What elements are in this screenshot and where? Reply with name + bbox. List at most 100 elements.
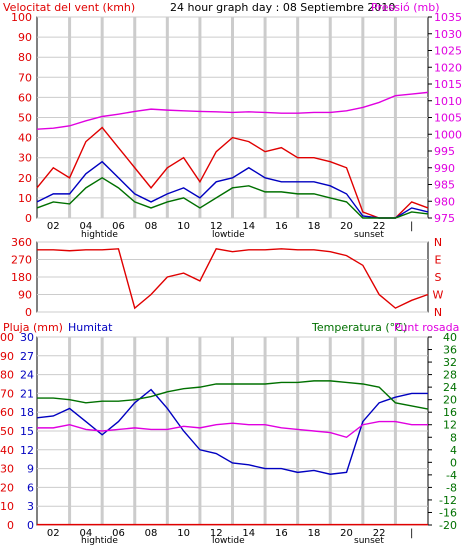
temp-y-tick-label: -12 <box>439 494 457 507</box>
hightide-label-bottom: hightide <box>81 536 118 546</box>
humidity-title: Humitat <box>68 321 113 334</box>
lower-series-humidity <box>36 388 428 475</box>
pressure-y-tick-label: 975 <box>434 212 455 225</box>
wind-y-tick-label: 60 <box>18 91 32 104</box>
humidity-y-tick-label: 20 <box>0 481 14 494</box>
temp-y-tick-label: -16 <box>439 506 457 519</box>
wind-series-min <box>36 176 429 219</box>
lower-series-dew <box>37 420 428 439</box>
rain-y-tick-label: 24 <box>20 369 34 382</box>
temp-y-tick-label: 28 <box>443 369 457 382</box>
lower-x-tick-label: 20 <box>340 528 353 539</box>
dir-y-tick-label: 0 <box>25 306 32 319</box>
pressure-y-tick-label: 1000 <box>434 128 462 141</box>
humidity-y-tick-label: 90 <box>0 350 14 363</box>
wind-series-gust <box>36 126 429 219</box>
rain-y-tick-label: 6 <box>27 481 34 494</box>
lower-x-tick-label: 22 <box>373 528 386 539</box>
temp-y-tick-label: 4 <box>450 444 457 457</box>
wind-y-tick-label: 0 <box>25 212 32 225</box>
rain-y-tick-label: 3 <box>27 500 34 513</box>
sunset-label-bottom: sunset <box>354 536 384 546</box>
temp-y-tick-label: 16 <box>443 406 457 419</box>
wind-x-tick-label: 02 <box>47 221 60 232</box>
lower-x-tick-label: 04 <box>80 528 93 539</box>
wind-y-tick-label: 50 <box>18 112 32 125</box>
lower-x-tick-label: 06 <box>112 528 125 539</box>
lower-x-tick-label: 12 <box>210 528 223 539</box>
lower-x-tick-label: 08 <box>145 528 158 539</box>
temp-y-tick-label: 0 <box>450 456 457 469</box>
temp-y-tick-label: 8 <box>450 431 457 444</box>
rain-title: Pluja (mm) <box>3 321 63 334</box>
compass-label: S <box>435 271 442 284</box>
center-title: 24 hour graph day : 08 Septiembre 2010 <box>170 1 395 14</box>
compass-label: N <box>434 236 442 249</box>
rain-y-tick-label: 0 <box>27 519 34 532</box>
wind-x-tick-label: 20 <box>340 221 353 232</box>
hightide-label-top: hightide <box>81 230 118 240</box>
pressure-y-tick-label: 1030 <box>434 28 462 41</box>
temp-y-tick-label: -4 <box>446 469 457 482</box>
compass-label: W <box>433 289 444 302</box>
pressure-y-tick-label: 980 <box>434 195 455 208</box>
wind-x-tick-label: 04 <box>80 221 93 232</box>
pressure-title: Pressió (mb) <box>371 1 440 14</box>
compass-label: N <box>434 306 442 319</box>
dew-title: Punt rosada <box>394 321 459 334</box>
pressure-y-tick-label: 1005 <box>434 112 462 125</box>
lowtide-label-bottom: lowtide <box>212 536 245 546</box>
wind-x-tick-label: 18 <box>308 221 321 232</box>
humidity-y-tick-label: 50 <box>0 425 14 438</box>
rain-y-tick-label: 21 <box>20 387 34 400</box>
temp-y-tick-label: 24 <box>443 381 457 394</box>
wind-x-tick-label: 12 <box>210 221 223 232</box>
temp-y-tick-label: -8 <box>446 481 457 494</box>
wind-x-tick-label: 10 <box>177 221 190 232</box>
rain-y-tick-label: 30 <box>20 331 34 344</box>
wind-title: Velocitat del vent (kmh) <box>3 1 135 14</box>
humidity-y-tick-label: 80 <box>0 369 14 382</box>
humidity-y-tick-label: 60 <box>0 406 14 419</box>
wind-y-tick-label: 80 <box>18 51 32 64</box>
wind-x-tick-label: 08 <box>145 221 158 232</box>
temp-y-tick-label: -20 <box>439 519 457 532</box>
dir-y-tick-label: 180 <box>11 271 32 284</box>
humidity-y-tick-label: 100 <box>0 331 14 344</box>
sunset-label-top: sunset <box>354 230 384 240</box>
lower-x-tick-label: 14 <box>242 528 255 539</box>
rain-y-tick-label: 12 <box>20 444 34 457</box>
lower-x-tick-label: 16 <box>275 528 288 539</box>
wind-y-tick-label: 30 <box>18 152 32 165</box>
lower-series-temperature <box>37 380 429 410</box>
temp-title: Temperatura (°C) <box>311 321 407 334</box>
lower-x-tick-label: 10 <box>177 528 190 539</box>
wind-x-tick-label: 16 <box>275 221 288 232</box>
rain-y-tick-label: 15 <box>20 425 34 438</box>
wind-y-tick-label: 40 <box>18 132 32 145</box>
lower-x-tick-label: | <box>410 528 413 539</box>
wind-series-pressure <box>36 91 429 130</box>
lower-x-tick-label: 02 <box>47 528 60 539</box>
wind-x-tick-label: 14 <box>242 221 255 232</box>
temp-y-tick-label: 12 <box>443 419 457 432</box>
humidity-y-tick-label: 0 <box>7 519 14 532</box>
humidity-y-tick-label: 30 <box>0 463 14 476</box>
pressure-y-tick-label: 1015 <box>434 78 462 91</box>
wind-x-tick-label: | <box>410 221 413 232</box>
dir-y-tick-label: 90 <box>18 289 32 302</box>
wind-series-avg <box>36 160 429 219</box>
wind-y-tick-label: 90 <box>18 31 32 44</box>
wind-y-tick-label: 70 <box>18 71 32 84</box>
rain-y-tick-label: 9 <box>27 463 34 476</box>
wind-y-tick-label: 100 <box>11 11 32 24</box>
lower-x-tick-label: 18 <box>308 528 321 539</box>
humidity-y-tick-label: 40 <box>0 444 14 457</box>
rain-y-tick-label: 18 <box>20 406 34 419</box>
humidity-y-tick-label: 70 <box>0 387 14 400</box>
pressure-y-tick-label: 1025 <box>434 45 462 58</box>
pressure-y-tick-label: 1020 <box>434 61 462 74</box>
temp-y-tick-label: 40 <box>443 331 457 344</box>
pressure-y-tick-label: 995 <box>434 145 455 158</box>
